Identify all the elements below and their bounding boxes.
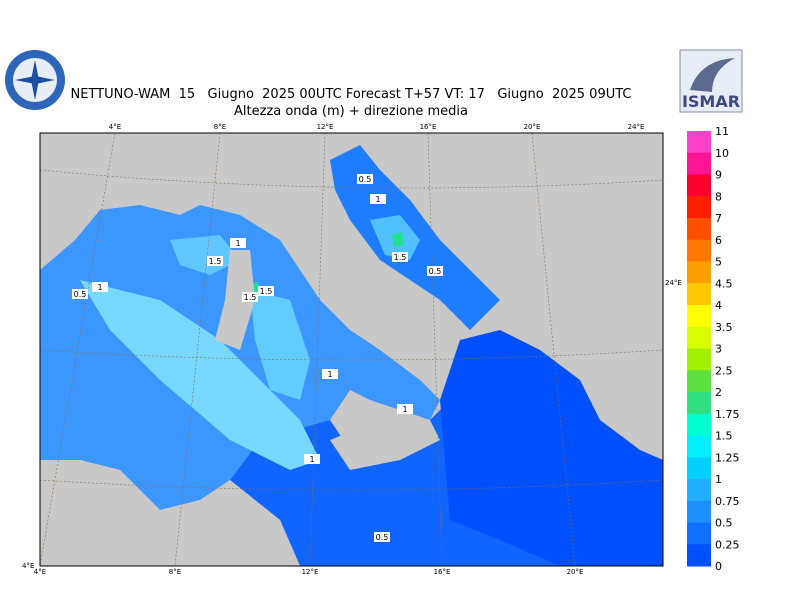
- legend-swatch: [687, 435, 711, 458]
- legend-swatch: [687, 218, 711, 241]
- contour-label: 1.5: [244, 293, 257, 302]
- contour-label: 1.5: [260, 287, 273, 296]
- title: NETTUNO-WAM 15 Giugno 2025 00UTC Forecas…: [70, 87, 631, 102]
- legend-label: 0.75: [715, 495, 740, 508]
- right-label: 24°E: [665, 279, 682, 287]
- contour-label-bg: [374, 532, 390, 542]
- legend-label: 2: [715, 386, 722, 399]
- top-lon-label: 8°E: [214, 123, 226, 131]
- legend-swatch: [687, 392, 711, 415]
- top-lon-label: 4°E: [109, 123, 121, 131]
- legend-swatch: [687, 457, 711, 480]
- contour-label-bg: [230, 238, 246, 248]
- contour-label-bg: [427, 266, 443, 276]
- contour-label: 1: [97, 283, 102, 292]
- ismar-logo: ISMAR: [679, 49, 743, 113]
- legend-label: 9: [715, 169, 722, 182]
- contour-label-bg: [370, 194, 386, 204]
- legend-label: 1: [715, 473, 722, 486]
- top-lon-label: 20°E: [524, 123, 541, 131]
- legend-label: 3.5: [715, 321, 733, 334]
- top-lon-label: 16°E: [420, 123, 437, 131]
- contour-label-bg: [322, 369, 338, 379]
- contour-label: 1: [402, 405, 407, 414]
- contour-label: 1: [309, 455, 314, 464]
- contour-label: 0.5: [376, 533, 389, 542]
- legend-swatch: [687, 348, 711, 371]
- bottom-lon-label: 16°E: [434, 568, 451, 576]
- legend-swatch: [687, 370, 711, 393]
- legend-swatch: [687, 152, 711, 175]
- bottom-lon-label: 12°E: [302, 568, 319, 576]
- legend-swatch: [687, 174, 711, 197]
- contour-label-bg: [258, 286, 274, 296]
- corner-label: 4°E: [22, 562, 34, 570]
- legend-swatch: [687, 479, 711, 502]
- contour-label: 0.5: [359, 175, 372, 184]
- legend-label: 8: [715, 190, 722, 203]
- legend-label: 1.5: [715, 430, 733, 443]
- contour-label-bg: [397, 404, 413, 414]
- legend-swatch: [687, 261, 711, 284]
- legend-label: 0.25: [715, 538, 740, 551]
- logo-text: ISMAR: [682, 92, 740, 111]
- legend-swatch: [687, 196, 711, 219]
- subtitle: Altezza onda (m) + direzione media: [234, 104, 468, 119]
- legend-swatch: [687, 131, 711, 154]
- legend-swatch: [687, 326, 711, 349]
- legend-label: 7: [715, 212, 722, 225]
- legend-label: 0: [715, 560, 722, 573]
- contour-label: 1.5: [394, 253, 407, 262]
- contour-label: 0.5: [429, 267, 442, 276]
- legend-label: 10: [715, 147, 729, 160]
- contour-label: 1: [327, 370, 332, 379]
- legend-label: 0.5: [715, 517, 733, 530]
- bottom-lon-label: 8°E: [169, 568, 181, 576]
- contour-label-bg: [392, 252, 408, 262]
- legend-label: 6: [715, 234, 722, 247]
- legend-label: 2.5: [715, 364, 733, 377]
- legend-label: 4: [715, 299, 722, 312]
- legend-swatch: [687, 544, 711, 567]
- top-lon-label: 12°E: [317, 123, 334, 131]
- legend-label: 4.5: [715, 277, 733, 290]
- contour-label-bg: [72, 289, 88, 299]
- legend-label: 5: [715, 256, 722, 269]
- contour-label-bg: [357, 174, 373, 184]
- cnr-logo: [5, 50, 65, 110]
- contour-label: 1: [235, 239, 240, 248]
- legend-label: 11: [715, 125, 729, 138]
- contour-label-bg: [207, 256, 223, 266]
- contour-label: 1.5: [209, 257, 222, 266]
- contour-label: 1: [375, 195, 380, 204]
- bottom-lon-label: 20°E: [567, 568, 584, 576]
- top-lon-label: 24°E: [628, 123, 645, 131]
- legend-swatch: [687, 500, 711, 523]
- contour-label-bg: [304, 454, 320, 464]
- legend-label: 1.75: [715, 408, 740, 421]
- contour-label: 0.5: [74, 290, 87, 299]
- legend-swatch: [687, 239, 711, 262]
- contour-label-bg: [92, 282, 108, 292]
- legend-swatch: [687, 522, 711, 545]
- legend-label: 3: [715, 343, 722, 356]
- legend-swatch: [687, 413, 711, 436]
- legend-swatch: [687, 305, 711, 328]
- legend-swatch: [687, 283, 711, 306]
- contour-label-bg: [242, 292, 258, 302]
- bottom-lon-label: 4°E: [34, 568, 46, 576]
- legend-label: 1.25: [715, 451, 740, 464]
